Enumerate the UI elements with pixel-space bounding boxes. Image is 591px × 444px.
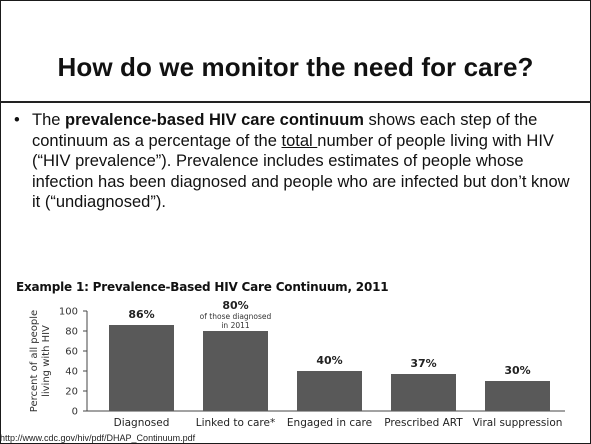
source-url: http://www.cdc.gov/hiv/pdf/DHAP_Continuu…	[0, 433, 196, 443]
y-tick-label: 60	[65, 347, 78, 358]
bullet-marker: •	[14, 111, 20, 129]
bullet-paragraph: • The prevalence-based HIV care continuu…	[14, 110, 580, 213]
bullet-underlined-word: total	[281, 131, 318, 150]
bar-value-label: 30%	[504, 364, 530, 377]
y-tick-label: 80	[65, 327, 78, 338]
x-category-label: Prescribed ART	[384, 417, 463, 429]
bar-annotation: of those diagnosed	[200, 312, 272, 321]
bar-value-label: 40%	[316, 354, 342, 367]
bar-value-label: 80%	[222, 300, 248, 312]
y-tick-label: 20	[65, 387, 78, 398]
bullet-text-part: The	[32, 111, 66, 129]
y-tick-label: 40	[65, 367, 78, 378]
y-axis-title: Percent of all people	[29, 310, 40, 412]
bar	[391, 374, 456, 411]
slide-title: How do we monitor the need for care?	[57, 52, 534, 82]
bullet-bold-term: prevalence-based HIV care continuum	[65, 111, 364, 129]
x-category-label: Viral suppression	[473, 417, 563, 429]
x-category-label: Linked to care*	[196, 417, 275, 429]
bar	[109, 325, 174, 411]
bar-value-label: 37%	[410, 357, 436, 370]
chart-title: Example 1: Prevalence-Based HIV Care Con…	[16, 280, 389, 294]
bar-chart: 0 20 40 60 80 100 Percent of all people living …	[29, 300, 565, 429]
y-axis-title: living with HIV	[41, 325, 52, 397]
bar	[203, 331, 268, 411]
x-category-label: Engaged in care	[287, 417, 372, 429]
y-tick-label: 100	[59, 307, 78, 318]
title-divider	[0, 101, 591, 103]
bullet-text-part: shows each step of the continuum as a pe…	[32, 111, 538, 150]
y-tick-label: 0	[72, 407, 78, 418]
bullet-text-part: number of people living with HIV (“HIV p…	[32, 131, 570, 212]
bar	[297, 371, 362, 411]
bar-annotation: in 2011	[221, 321, 250, 330]
x-category-label: Diagnosed	[114, 417, 170, 429]
bar	[485, 381, 550, 411]
bar-value-label: 86%	[128, 308, 154, 321]
bullet-text: The prevalence-based HIV care continuum …	[32, 110, 580, 213]
